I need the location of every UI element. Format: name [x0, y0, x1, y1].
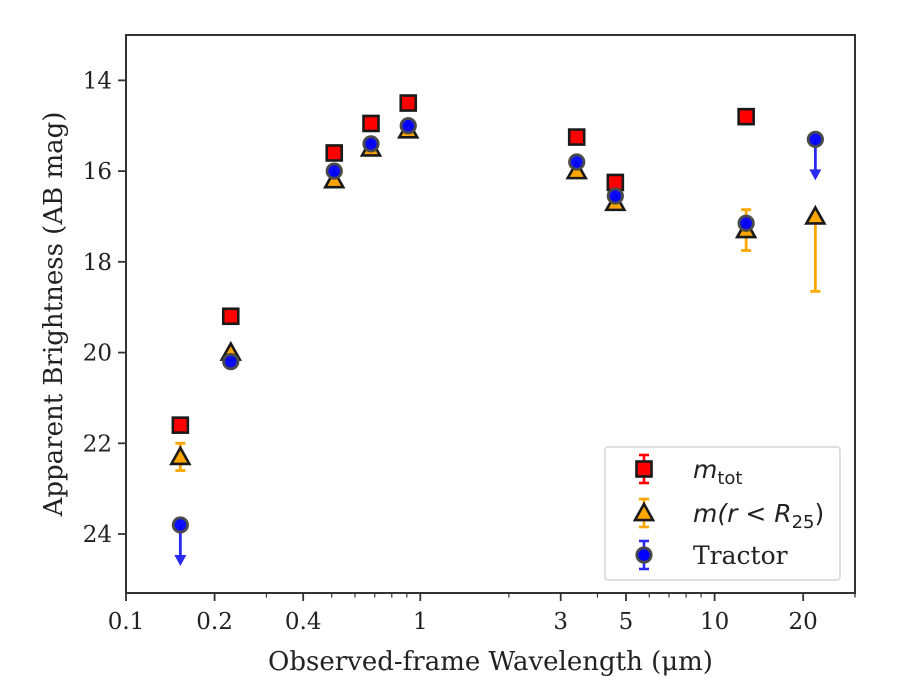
square-point [399, 94, 418, 112]
legend-label: m(r < R25) [693, 499, 824, 533]
square-point [567, 128, 586, 146]
triangle-point [169, 445, 192, 466]
legend-marker [635, 546, 653, 564]
legend-label: mtot [693, 455, 743, 489]
legend-entry: Tractor [635, 539, 788, 571]
legend-marker [632, 501, 656, 522]
y-axis-title: Apparent Brightness (AB mag) [39, 112, 69, 518]
y-tick-label: 14 [83, 68, 112, 94]
data-marks [169, 94, 827, 566]
x-tick-label: 0.2 [196, 609, 233, 635]
legend-entry: m(r < R25) [632, 497, 824, 533]
x-tick-label: 20 [789, 609, 818, 635]
circle-point [806, 130, 824, 148]
circle-point [606, 187, 624, 205]
series-errors [175, 208, 821, 472]
x-tick-label: 10 [700, 609, 729, 635]
legend-box [604, 446, 841, 581]
y-tick-label: 16 [83, 159, 112, 185]
square-point [171, 416, 190, 434]
x-tick-label: 0.4 [285, 609, 322, 635]
square-point [221, 307, 240, 326]
axis-ticks: 0.1 0.2 0.4 1 3 5 10 20 14 16 18 20 22 24 [83, 68, 856, 635]
legend: mtot m(r < R25) Tractor [604, 446, 841, 581]
square-point [362, 114, 380, 133]
circle-point [362, 135, 380, 153]
upper-limit-arrow-head [174, 554, 187, 566]
circle-point [171, 516, 189, 534]
circle-point [222, 353, 240, 371]
y-tick-label: 22 [83, 431, 112, 457]
series-points [171, 94, 755, 434]
y-tick-label: 20 [83, 341, 112, 367]
y-tick-label: 18 [83, 250, 112, 276]
x-axis-title: Observed-frame Wavelength (μm) [268, 647, 713, 677]
series-points [169, 118, 827, 466]
y-tick-label: 24 [83, 522, 112, 548]
circle-point [568, 153, 586, 171]
x-tick-label: 3 [553, 609, 568, 635]
x-tick-label: 0.1 [108, 609, 145, 635]
legend-marker [635, 460, 653, 478]
circle-point [399, 117, 417, 135]
upper-limit-arrow-head [809, 169, 822, 181]
square-point [737, 107, 755, 126]
plot-area-frame [125, 34, 856, 594]
x-tick-label: 1 [413, 609, 428, 635]
circle-point [325, 162, 343, 180]
circle-point [737, 214, 755, 232]
x-tick-label: 5 [619, 609, 634, 635]
series-points [171, 117, 824, 534]
legend-entry: mtot [635, 453, 743, 489]
triangle-point [804, 204, 827, 225]
legend-label: Tractor [693, 541, 788, 570]
square-point [325, 144, 344, 162]
